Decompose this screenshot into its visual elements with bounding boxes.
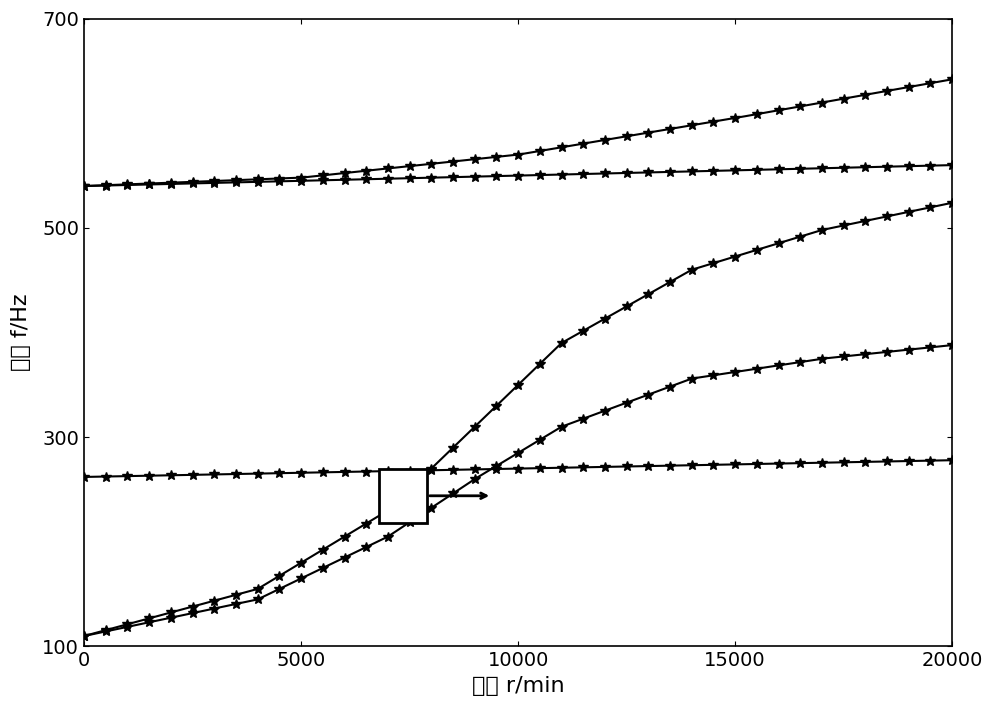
Bar [380, 469, 427, 523]
X-axis label: 转速 r/min: 转速 r/min [472, 676, 565, 696]
Y-axis label: 频率 f/Hz: 频率 f/Hz [11, 293, 31, 371]
